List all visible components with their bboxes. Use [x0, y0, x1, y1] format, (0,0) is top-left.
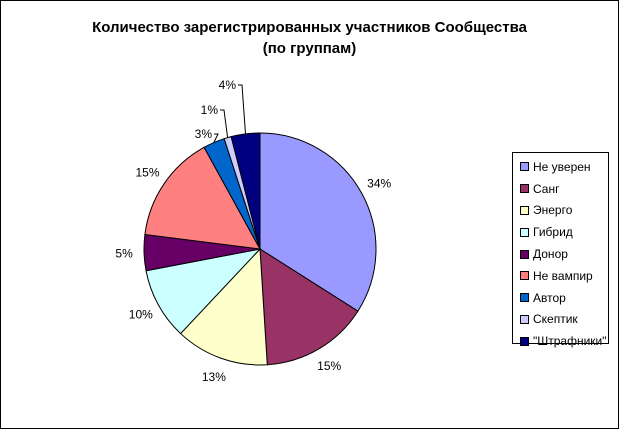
- legend-label: Энерго: [533, 203, 573, 218]
- legend-swatch: [520, 184, 529, 194]
- pie-slice: [259, 248, 359, 366]
- leader-line: [238, 84, 246, 134]
- legend-swatch: [520, 227, 529, 237]
- legend-item: Скептик: [513, 309, 608, 331]
- legend-label: Донор: [533, 247, 568, 262]
- legend-item: Не вампир: [513, 265, 608, 287]
- leader-line: [220, 109, 229, 138]
- legend-item: Гибрид: [513, 221, 608, 243]
- legend-item: Автор: [513, 287, 608, 309]
- pie-slice: [230, 132, 261, 250]
- legend-item: Донор: [513, 243, 608, 265]
- legend-label: Не уверен: [533, 159, 591, 174]
- legend-swatch: [520, 336, 529, 346]
- slice-label: 4%: [219, 78, 237, 92]
- legend-label: Санг: [533, 181, 560, 196]
- legend-item: Не уверен: [513, 156, 608, 178]
- legend-label: Не вампир: [533, 268, 593, 283]
- legend-item: Энерго: [513, 200, 608, 222]
- pie-slice: [145, 248, 262, 335]
- legend-label: Скептик: [533, 312, 578, 327]
- legend-item: Санг: [513, 178, 608, 200]
- legend: Не уверен Санг Энерго Гибрид Донор Не вампир А…: [512, 152, 609, 348]
- slice-label: 1%: [201, 103, 219, 117]
- chart-title: Количество зарегистрированных участников…: [1, 17, 618, 59]
- slice-label: 10%: [129, 308, 153, 322]
- legend-swatch: [520, 162, 529, 172]
- chart-title-line-2: (по группам): [262, 40, 357, 57]
- pie-slice: [144, 146, 261, 250]
- legend-label: "Штрафники": [533, 334, 607, 349]
- legend-swatch: [520, 271, 529, 281]
- legend-swatch: [520, 293, 529, 303]
- slice-label: 34%: [367, 177, 391, 191]
- slice-label: 3%: [195, 127, 213, 141]
- legend-label: Гибрид: [533, 225, 573, 240]
- slice-label: 15%: [317, 359, 341, 373]
- leader-line: [213, 133, 219, 143]
- slice-label: 13%: [202, 370, 226, 384]
- chart-title-line-1: Количество зарегистрированных участников…: [92, 19, 527, 36]
- slice-label: 5%: [115, 246, 133, 260]
- legend-swatch: [520, 314, 529, 324]
- legend-swatch: [520, 205, 529, 215]
- pie-slice: [179, 247, 268, 366]
- legend-swatch: [520, 249, 529, 259]
- pie-slice: [259, 132, 377, 312]
- slice-label: 15%: [135, 166, 159, 180]
- legend-item: "Штрафники": [513, 330, 608, 352]
- legend-label: Автор: [533, 290, 566, 305]
